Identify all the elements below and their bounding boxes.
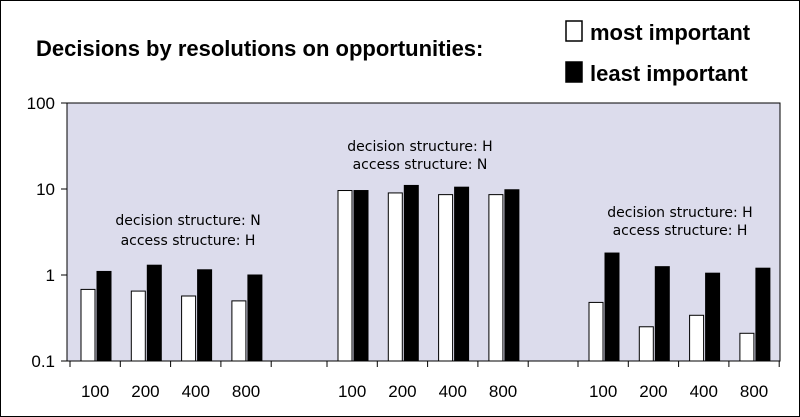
- bar-most-important: [588, 301, 604, 362]
- bar-most-important: [181, 295, 197, 362]
- chart-title: Decisions by resolutions on opportunitie…: [36, 36, 483, 61]
- legend-label-least-important: least important: [590, 61, 748, 86]
- bar-most-important: [739, 332, 755, 362]
- annotation-access-structure: access structure: H: [121, 233, 256, 249]
- x-tick-label: 400: [439, 382, 467, 401]
- bar-most-important: [488, 194, 504, 362]
- bar-least-important: [755, 267, 771, 362]
- annotation-access-structure: access structure: H: [613, 223, 748, 239]
- x-tick-label: 800: [232, 382, 260, 401]
- y-tick-label: 0.1: [31, 352, 55, 371]
- bar-least-important: [96, 270, 112, 362]
- bar-least-important: [654, 266, 670, 362]
- y-tick-label: 100: [27, 94, 55, 113]
- bar-least-important: [454, 186, 470, 362]
- x-tick-label: 800: [740, 382, 768, 401]
- bar-least-important: [353, 190, 369, 362]
- bar-least-important: [146, 264, 162, 362]
- bar-most-important: [438, 194, 454, 362]
- annotation-access-structure: access structure: N: [353, 157, 488, 173]
- bar-least-important: [197, 269, 213, 362]
- x-tick-label: 200: [388, 382, 416, 401]
- x-tick-label: 400: [690, 382, 718, 401]
- bar-least-important: [604, 252, 620, 362]
- annotation-decision-structure: decision structure: H: [347, 139, 492, 155]
- annotation-decision-structure: decision structure: N: [115, 213, 260, 229]
- legend: most important least important: [565, 20, 751, 86]
- bar-most-important: [337, 190, 353, 362]
- bar-most-important: [130, 290, 146, 362]
- bar-most-important: [231, 300, 247, 362]
- bar-least-important: [705, 272, 721, 362]
- x-tick-label: 100: [81, 382, 109, 401]
- x-tick-label: 100: [338, 382, 366, 401]
- y-tick-label: 10: [36, 180, 55, 199]
- bar-most-important: [80, 288, 96, 362]
- legend-swatch-least-important: [565, 61, 583, 83]
- x-tick-label: 400: [182, 382, 210, 401]
- x-tick-label: 800: [489, 382, 517, 401]
- legend-swatch-most-important: [565, 20, 583, 42]
- x-tick-label: 200: [639, 382, 667, 401]
- bar-most-important: [638, 326, 654, 362]
- bar-least-important: [247, 274, 263, 362]
- bar-most-important: [387, 192, 403, 362]
- legend-label-most-important: most important: [590, 20, 751, 45]
- bar-least-important: [504, 189, 520, 362]
- bar-most-important: [689, 314, 705, 362]
- x-tick-label: 200: [131, 382, 159, 401]
- bar-least-important: [403, 184, 419, 362]
- annotation-decision-structure: decision structure: H: [607, 205, 752, 221]
- x-tick-label: 100: [589, 382, 617, 401]
- y-tick-label: 1: [46, 266, 55, 285]
